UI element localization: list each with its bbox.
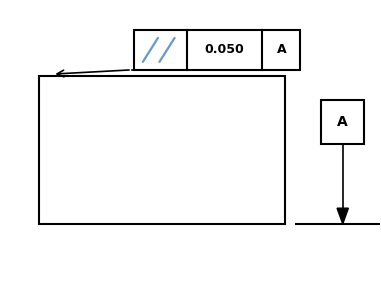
Text: 0.050: 0.050 [205, 43, 245, 56]
Bar [134, 30, 300, 70]
Bar [39, 75, 285, 224]
Polygon shape [337, 208, 348, 224]
Text: A: A [277, 43, 286, 56]
Text: A: A [337, 115, 348, 129]
Bar [321, 100, 365, 144]
